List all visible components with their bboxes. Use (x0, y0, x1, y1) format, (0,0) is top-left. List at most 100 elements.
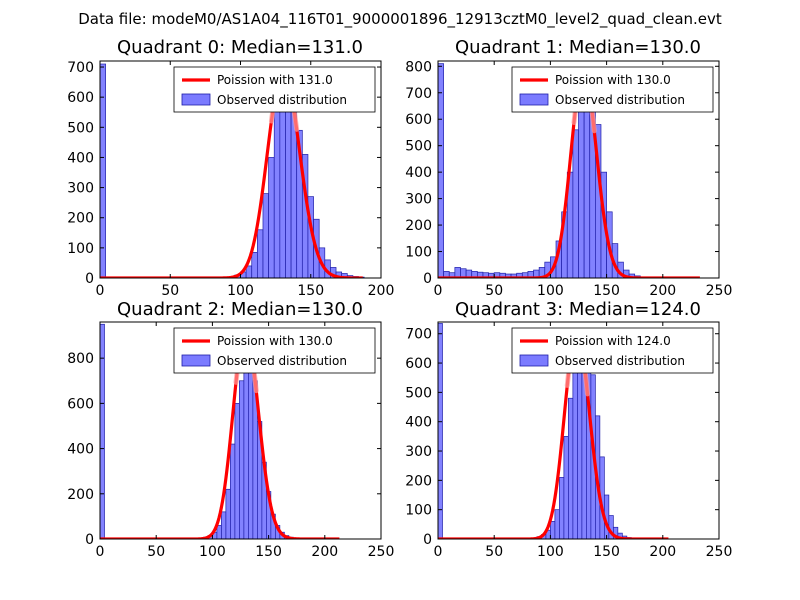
histogram-bar (216, 525, 222, 539)
y-tick-label: 600 (67, 90, 94, 106)
histogram-bar (285, 99, 292, 278)
histogram-bar (578, 97, 585, 278)
x-tick-label: 250 (706, 283, 733, 299)
x-tick-label: 200 (649, 283, 676, 299)
x-tick-label: 50 (485, 544, 503, 560)
histogram-bar (568, 397, 574, 539)
histogram-bar (100, 63, 106, 278)
y-tick-label: 0 (423, 271, 432, 287)
histogram-bar (251, 252, 258, 278)
legend-box (173, 327, 376, 374)
legend-label-observed: Observed distribution (555, 354, 685, 368)
x-tick-label: 250 (706, 544, 733, 560)
histogram-bar (268, 157, 275, 278)
panel-title: Quadrant 0: Median=131.0 (117, 37, 363, 58)
histogram-bar (572, 129, 579, 278)
x-tick-label: 150 (593, 544, 620, 560)
legend-label-poisson: Poission with 130.0 (217, 334, 333, 348)
x-tick-label: 100 (537, 283, 564, 299)
histogram-bar (221, 511, 227, 539)
y-tick-label: 100 (67, 241, 94, 257)
axes-q0: 0 50 100 150 200 0 100 200 300 400 500 600 700 Poissi… (67, 60, 394, 299)
axes-frame (437, 321, 720, 540)
legend: Poission with 131.0 Observed distribution (173, 66, 376, 113)
x-tick-label: 0 (96, 544, 105, 560)
x-tick-label: 150 (593, 283, 620, 299)
histogram-bar (279, 96, 286, 278)
histogram-bar (563, 436, 569, 539)
histogram-bar (243, 362, 249, 539)
x-tick-label: 100 (227, 283, 254, 299)
y-tick-label: 200 (67, 487, 94, 503)
histogram-bar (262, 193, 269, 278)
x-tick-label: 0 (434, 544, 443, 560)
y-tick-label: 500 (405, 385, 432, 401)
poisson-curve (438, 69, 701, 278)
y-tick-label: 400 (67, 442, 94, 458)
histogram-bar (239, 380, 245, 539)
poisson-curve (100, 68, 363, 278)
panel-q2: Quadrant 2: Median=130.0 (117, 299, 363, 320)
y-tick-label: 500 (67, 120, 94, 136)
x-tick-label: 250 (368, 544, 395, 560)
axes-frame (99, 321, 382, 540)
y-tick-label: 100 (405, 245, 432, 261)
y-tick-label: 200 (67, 211, 94, 227)
legend: Poission with 130.0 Observed distribution (511, 66, 714, 113)
y-tick-label: 600 (67, 396, 94, 412)
plot-area (438, 63, 701, 278)
x-tick-label: 200 (311, 544, 338, 560)
y-tick-label: 700 (405, 86, 432, 102)
legend-patch-swatch (519, 93, 549, 106)
panel-title: Quadrant 3: Median=124.0 (455, 299, 701, 320)
x-tick-label: 150 (297, 283, 324, 299)
panel-title: Quadrant 1: Median=130.0 (455, 37, 701, 58)
x-tick-label: 50 (161, 283, 179, 299)
legend-patch-swatch (181, 354, 211, 367)
legend: Poission with 130.0 Observed distribution (173, 327, 376, 374)
y-tick-label: 0 (85, 532, 94, 548)
histogram-bar (572, 362, 578, 539)
legend-label-poisson: Poission with 124.0 (555, 334, 671, 348)
x-tick-label: 50 (485, 283, 503, 299)
y-tick-label: 400 (67, 150, 94, 166)
x-tick-label: 150 (255, 544, 282, 560)
panel-q1: Quadrant 1: Median=130.0 (455, 37, 701, 58)
axes-q1: 0 50 100 150 200 250 0 100 200 300 400 500 600 700 800… (405, 59, 732, 299)
histogram-bar (248, 355, 254, 539)
y-tick-label: 0 (423, 532, 432, 548)
panel-q3: Quadrant 3: Median=124.0 (455, 299, 701, 320)
y-tick-label: 600 (405, 356, 432, 372)
legend-label-observed: Observed distribution (555, 93, 685, 107)
y-tick-label: 400 (405, 415, 432, 431)
histogram-bar (438, 63, 444, 278)
y-tick-label: 100 (405, 503, 432, 519)
histogram-bar (257, 229, 264, 278)
y-tick-label: 700 (405, 327, 432, 343)
panel-title: Quadrant 2: Median=130.0 (117, 299, 363, 320)
y-tick-label: 300 (67, 181, 94, 197)
legend-label-observed: Observed distribution (217, 354, 347, 368)
axes-q3: 0 50 100 150 200 250 0 100 200 300 400 500 600 700 Poi… (405, 321, 733, 560)
histogram-bar (234, 403, 240, 539)
histogram-bar (554, 509, 560, 539)
y-tick-label: 200 (405, 473, 432, 489)
legend-label-poisson: Poission with 131.0 (217, 73, 333, 87)
x-tick-label: 100 (537, 544, 564, 560)
histogram-bar (273, 98, 281, 278)
x-tick-label: 200 (649, 544, 676, 560)
histogram-bar (583, 87, 591, 278)
x-tick-label: 200 (368, 283, 395, 299)
legend: Poission with 124.0 Observed distribution (511, 327, 714, 374)
legend-label-poisson: Poission with 130.0 (555, 73, 671, 87)
x-tick-label: 0 (434, 283, 443, 299)
histogram-bar (577, 345, 583, 539)
histogram-bar (225, 488, 231, 539)
histogram-bar (438, 323, 443, 539)
axes-frame (437, 60, 720, 279)
legend-patch-swatch (519, 354, 549, 367)
legend-patch-swatch (181, 93, 211, 106)
y-tick-label: 200 (405, 218, 432, 234)
histogram-bar (100, 323, 105, 539)
